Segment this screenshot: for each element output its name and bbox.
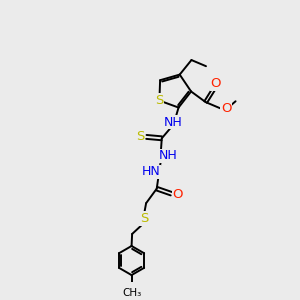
Text: HN: HN xyxy=(142,165,161,178)
Text: O: O xyxy=(172,188,183,201)
Text: S: S xyxy=(140,212,148,225)
Text: CH₃: CH₃ xyxy=(122,288,141,298)
Text: O: O xyxy=(211,77,221,90)
Text: S: S xyxy=(155,94,164,107)
Text: NH: NH xyxy=(159,149,178,162)
Text: NH: NH xyxy=(164,116,183,129)
Text: O: O xyxy=(221,102,232,115)
Text: S: S xyxy=(136,130,144,143)
